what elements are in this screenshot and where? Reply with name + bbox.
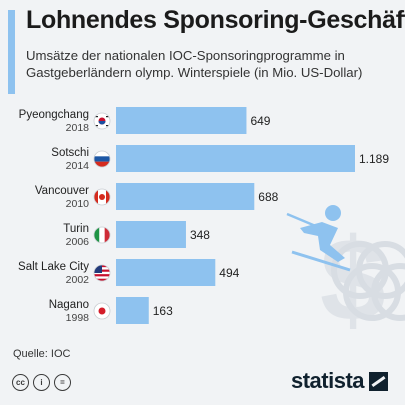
value-label: 494: [219, 266, 239, 280]
category-label: Pyeongchang: [19, 109, 89, 121]
source-note: Quelle: IOC: [13, 348, 71, 360]
value-label: 1.189: [359, 152, 389, 166]
year-label: 1998: [66, 312, 90, 324]
logo-text: statista: [291, 368, 365, 393]
bar-sotschi: [116, 145, 355, 172]
bar-salt-lake-city: [116, 259, 216, 286]
category-label: Nagano: [49, 299, 89, 311]
value-label: 163: [153, 304, 173, 318]
chart-subtitle: Umsätze der nationalen IOC-Sponsoringpro…: [26, 48, 363, 80]
flag-usa-icon: [93, 264, 111, 282]
bar-nagano: [116, 297, 149, 324]
license-icons: cc i =: [12, 374, 71, 391]
flag-south-korea-icon: [93, 112, 111, 130]
skier-icon: [286, 205, 351, 272]
value-label: 348: [190, 228, 210, 242]
year-label: 2002: [66, 274, 90, 286]
flag-italy-icon: [93, 226, 111, 244]
olympic-ring-icon: [343, 263, 401, 321]
bar-pyeongchang: [116, 107, 247, 134]
value-label: 649: [250, 114, 270, 128]
olympic-ring-icon: [371, 263, 405, 321]
chart-title: Lohnendes Sponsoring-Geschäft: [26, 6, 405, 34]
statista-logo: statista: [291, 368, 389, 394]
year-label: 2018: [66, 122, 90, 134]
year-label: 2006: [66, 236, 90, 248]
year-label: 2014: [66, 160, 90, 172]
bar-turin: [116, 221, 186, 248]
flag-russia-icon: [93, 150, 111, 168]
creative-commons-icon: cc: [12, 374, 29, 391]
flag-japan-icon: [93, 302, 111, 320]
title-accent-bar: [8, 10, 15, 94]
bar-vancouver: [116, 183, 255, 210]
no-derivatives-icon: =: [54, 374, 71, 391]
category-label: Turin: [63, 223, 89, 235]
decorative-illustration: $: [286, 205, 405, 346]
year-label: 2010: [66, 198, 90, 210]
category-label: Vancouver: [35, 185, 89, 197]
flag-canada-icon: [93, 188, 111, 206]
value-label: 688: [258, 190, 278, 204]
attribution-icon: i: [33, 374, 50, 391]
statista-mark-icon: [369, 371, 389, 391]
category-label: Salt Lake City: [18, 261, 89, 273]
category-label: Sotschi: [51, 147, 89, 159]
